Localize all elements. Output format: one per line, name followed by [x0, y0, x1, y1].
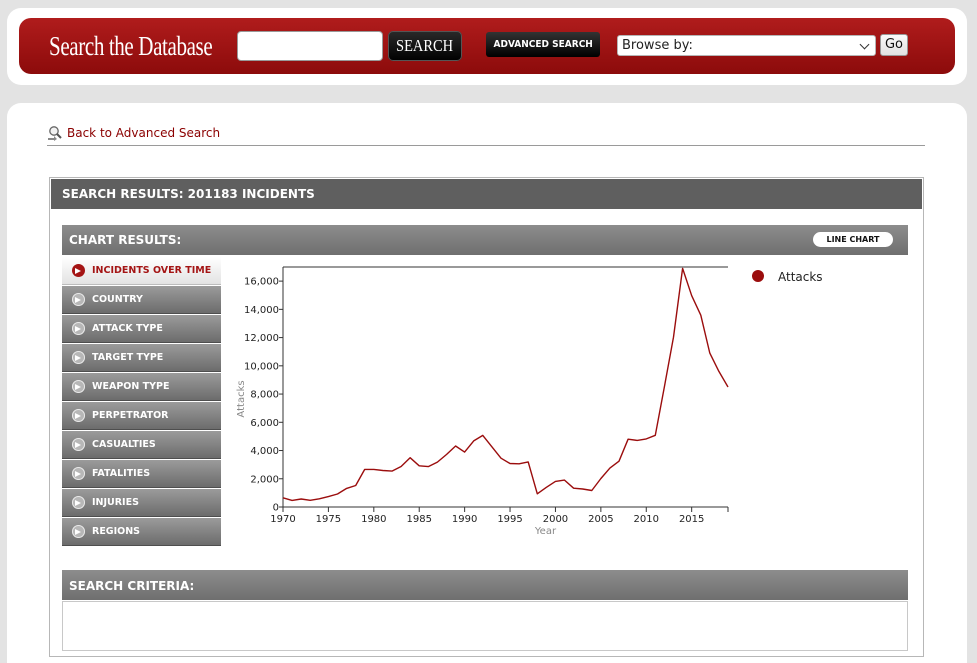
y-tick-label: 8,000: [250, 390, 279, 401]
y-tick-label: 14,000: [244, 305, 279, 316]
arrow-right-icon: [72, 525, 85, 538]
arrow-right-icon: [72, 351, 85, 364]
browse-by-label: Browse by:: [622, 38, 693, 53]
x-tick-label: 1970: [270, 514, 295, 525]
x-tick-label: 2005: [588, 514, 613, 525]
menu-item-incidents-over-time[interactable]: INCIDENTS OVER TIME: [62, 257, 221, 285]
menu-item-regions[interactable]: REGIONS: [62, 518, 221, 546]
brand-title: Search the Database: [49, 30, 212, 62]
x-tick-label: 1980: [361, 514, 386, 525]
legend-label: Attacks: [778, 270, 823, 284]
arrow-right-icon: [72, 496, 85, 509]
back-link-label: Back to Advanced Search: [67, 125, 220, 141]
y-tick-label: 2,000: [250, 474, 279, 485]
chevron-down-icon: [860, 40, 870, 50]
menu-item-label: PERPETRATOR: [92, 402, 169, 430]
x-tick-label: 2000: [543, 514, 568, 525]
y-tick-label: 4,000: [250, 446, 279, 457]
chart-area: 0 2,000 4,000 6,000 8,000 10,000 12,000 14,000 1…: [222, 255, 908, 552]
menu-item-label: TARGET TYPE: [92, 344, 163, 372]
advanced-search-label: ADVANCED SEARCH: [493, 32, 592, 57]
arrow-right-icon: [72, 467, 85, 480]
menu-item-injuries[interactable]: INJURIES: [62, 489, 221, 517]
arrow-right-icon: [72, 409, 85, 422]
y-tick-label: 16,000: [244, 277, 279, 288]
y-tick-label: 6,000: [250, 418, 279, 429]
search-button[interactable]: SEARCH: [388, 31, 462, 61]
arrow-right-icon: [72, 264, 85, 277]
menu-item-label: COUNTRY: [92, 286, 143, 314]
menu-item-label: WEAPON TYPE: [92, 373, 169, 401]
search-input[interactable]: [237, 31, 383, 61]
x-tick-label: 1975: [316, 514, 341, 525]
go-button[interactable]: Go: [880, 34, 908, 56]
arrow-right-icon: [72, 438, 85, 451]
magnifier-arrow-icon: [47, 125, 63, 141]
chart-results-title: CHART RESULTS:: [62, 225, 908, 255]
menu-item-perpetrator[interactable]: PERPETRATOR: [62, 402, 221, 430]
menu-item-label: INJURIES: [92, 489, 139, 517]
advanced-search-button[interactable]: ADVANCED SEARCH: [486, 32, 600, 57]
menu-item-weapon-type[interactable]: WEAPON TYPE: [62, 373, 221, 401]
x-axis-title: Year: [534, 526, 557, 537]
menu-item-label: ATTACK TYPE: [92, 315, 163, 343]
menu-item-label: REGIONS: [92, 518, 140, 546]
browse-by-select[interactable]: Browse by:: [617, 35, 876, 56]
x-tick-label: 1995: [497, 514, 522, 525]
menu-item-casualties[interactable]: CASUALTIES: [62, 431, 221, 459]
x-tick-label: 1985: [406, 514, 431, 525]
menu-item-country[interactable]: COUNTRY: [62, 286, 221, 314]
y-axis-title: Attacks: [236, 380, 247, 417]
arrow-right-icon: [72, 380, 85, 393]
menu-item-fatalities[interactable]: FATALITIES: [62, 460, 221, 488]
legend-marker: [752, 270, 764, 282]
x-tick-label: 1990: [452, 514, 477, 525]
series-line-attacks: [283, 268, 728, 500]
search-criteria-body: [62, 601, 908, 651]
search-criteria-title: SEARCH CRITERIA:: [62, 570, 908, 600]
divider: [47, 145, 925, 146]
results-title: SEARCH RESULTS: 201183 INCIDENTS: [51, 179, 922, 209]
menu-item-label: CASUALTIES: [92, 431, 156, 459]
menu-item-attack-type[interactable]: ATTACK TYPE: [62, 315, 221, 343]
arrow-right-icon: [72, 293, 85, 306]
search-button-label: SEARCH: [396, 31, 453, 61]
menu-item-label: INCIDENTS OVER TIME: [92, 257, 211, 285]
line-chart-button[interactable]: LINE CHART: [813, 232, 893, 247]
y-tick-label: 0: [273, 503, 279, 514]
menu-item-target-type[interactable]: TARGET TYPE: [62, 344, 221, 372]
incidents-over-time-chart: 0 2,000 4,000 6,000 8,000 10,000 12,000 14,000 1…: [222, 255, 908, 552]
menu-item-label: FATALITIES: [92, 460, 150, 488]
x-tick-label: 2010: [634, 514, 659, 525]
y-tick-label: 12,000: [244, 333, 279, 344]
x-tick-label: 2015: [679, 514, 704, 525]
y-tick-label: 10,000: [244, 361, 279, 372]
arrow-right-icon: [72, 322, 85, 335]
